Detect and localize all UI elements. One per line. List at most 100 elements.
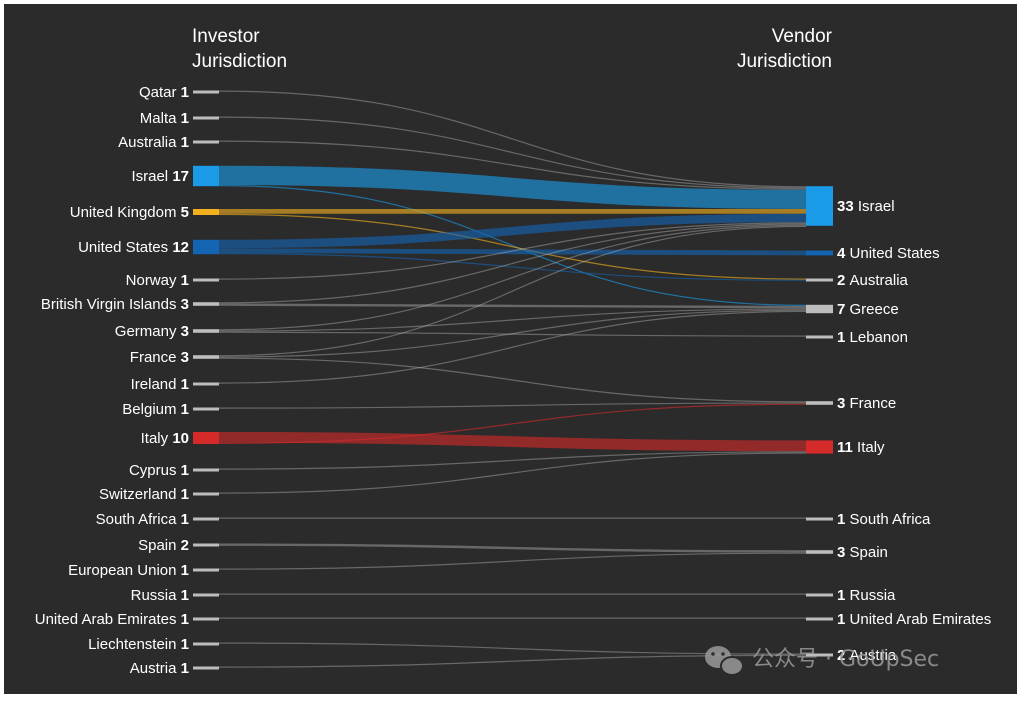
source-node-spain [193, 543, 219, 547]
right-title-line1: Vendor [772, 26, 833, 47]
source-label-switzerland: Switzerland 1 [99, 486, 189, 503]
link-israel-to-greece [218, 185, 807, 306]
link-british-virgin-islands-to-israel [218, 223, 807, 304]
target-node-spain [806, 550, 833, 554]
target-node-south-africa [806, 517, 833, 521]
left-title-line1: Investor [192, 26, 260, 47]
target-node-austria [806, 653, 833, 657]
source-label-norway: Norway 1 [126, 272, 189, 289]
link-france-to-israel [218, 225, 807, 357]
target-label-italy: 11 Italy [837, 439, 885, 456]
wechat-icon [705, 646, 744, 676]
source-node-norway [193, 278, 219, 282]
target-node-united-arab-emirates [806, 617, 833, 621]
link-united-states-to-israel [218, 213, 807, 249]
target-label-lebanon: 1 Lebanon [837, 329, 908, 346]
target-label-greece: 7 Greece [837, 301, 899, 318]
link-norway-to-israel [218, 222, 807, 280]
target-node-france [806, 401, 833, 405]
source-node-russia [193, 593, 219, 597]
source-node-qatar [193, 90, 219, 94]
link-british-virgin-islands-to-greece [218, 303, 807, 309]
source-node-european-union [193, 568, 219, 572]
target-node-italy [806, 440, 833, 454]
labels-layer: Qatar 1 Malta 1 Australia 1 Israel 17 United… [35, 84, 992, 677]
target-label-south-africa: 1 South Africa [837, 511, 931, 528]
target-label-spain: 3 Spain [837, 544, 888, 561]
source-node-united-kingdom [193, 209, 219, 215]
source-node-france [193, 355, 219, 359]
source-label-ireland: Ireland 1 [131, 376, 189, 393]
link-cyprus-to-italy [218, 451, 807, 470]
link-european-union-to-spain [218, 552, 807, 570]
source-label-united-kingdom: United Kingdom 5 [70, 204, 189, 221]
source-label-malta: Malta 1 [140, 110, 189, 127]
link-united-states-to-united-states [218, 248, 807, 256]
left-title-line2: Jurisdiction [192, 51, 287, 72]
target-label-russia: 1 Russia [837, 587, 896, 604]
link-germany-to-greece [218, 308, 807, 332]
target-node-greece [806, 304, 833, 314]
source-label-qatar: Qatar 1 [139, 84, 189, 101]
watermark-text: 公众号 · GoUpSec [752, 647, 939, 672]
source-node-cyprus [193, 468, 219, 472]
source-label-european-union: European Union 1 [68, 562, 189, 579]
link-austria-to-austria [218, 654, 807, 668]
link-italy-to-italy [218, 432, 807, 452]
source-label-cyprus: Cyprus 1 [129, 462, 189, 479]
link-spain-to-spain [218, 543, 807, 553]
target-label-austria: 2 Austria [837, 647, 897, 664]
link-qatar-to-israel [218, 90, 807, 188]
source-node-italy [193, 432, 219, 444]
link-ireland-to-greece [218, 310, 807, 384]
source-node-belgium [193, 407, 219, 411]
source-label-austria: Austria 1 [130, 660, 189, 677]
target-label-france: 3 France [837, 395, 896, 412]
target-label-united-arab-emirates: 1 United Arab Emirates [837, 611, 991, 628]
link-belgium-to-france [218, 402, 807, 409]
target-node-united-states [806, 250, 833, 256]
source-label-belgium: Belgium 1 [122, 401, 189, 418]
source-node-israel [193, 165, 219, 187]
link-australia-to-israel [218, 140, 807, 190]
target-label-israel: 33 Israel [837, 198, 895, 215]
link-liechtenstein-to-austria [218, 642, 807, 655]
source-node-malta [193, 116, 219, 120]
link-israel-to-israel [218, 165, 807, 209]
source-label-british-virgin-islands: British Virgin Islands 3 [41, 296, 189, 313]
source-node-british-virgin-islands [193, 302, 219, 306]
target-label-united-states: 4 United States [837, 245, 940, 262]
link-germany-to-lebanon [218, 331, 807, 337]
links-layer [218, 90, 807, 668]
link-malta-to-israel [218, 116, 807, 189]
link-united-kingdom-to-australia [218, 213, 807, 280]
source-node-switzerland [193, 492, 219, 496]
source-label-russia: Russia 1 [131, 587, 189, 604]
target-node-russia [806, 593, 833, 597]
target-label-australia: 2 Australia [837, 272, 909, 289]
source-label-united-states: United States 12 [78, 239, 189, 256]
link-france-to-greece [218, 309, 807, 358]
source-node-australia [193, 140, 219, 144]
watermark: 公众号 · GoUpSec [705, 646, 939, 676]
source-node-ireland [193, 382, 219, 386]
link-united-states-to-australia [218, 253, 807, 281]
source-label-south-africa: South Africa 1 [96, 511, 189, 528]
source-label-liechtenstein: Liechtenstein 1 [88, 636, 189, 653]
link-germany-to-israel [218, 224, 807, 331]
target-node-israel [806, 186, 833, 226]
source-label-israel: Israel 17 [131, 168, 189, 185]
source-node-liechtenstein [193, 642, 219, 646]
source-label-germany: Germany 3 [115, 323, 189, 340]
chart-panel [4, 4, 1017, 694]
source-node-austria [193, 666, 219, 670]
nodes-layer [193, 90, 833, 670]
source-node-united-arab-emirates [193, 617, 219, 621]
target-node-lebanon [806, 335, 833, 339]
source-label-spain: Spain 2 [138, 537, 189, 554]
source-node-germany [193, 329, 219, 333]
source-node-united-states [193, 239, 219, 255]
source-node-south-africa [193, 517, 219, 521]
